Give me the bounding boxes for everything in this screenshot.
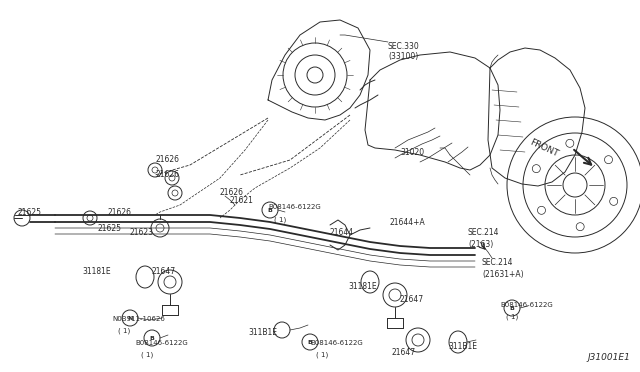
Text: 21621: 21621 — [230, 196, 254, 205]
Text: ( 1): ( 1) — [141, 352, 153, 359]
Text: 21647: 21647 — [392, 348, 416, 357]
Text: (21631+A): (21631+A) — [482, 270, 524, 279]
Text: SEC.214: SEC.214 — [468, 228, 499, 237]
Text: 21647: 21647 — [400, 295, 424, 304]
Text: 21623: 21623 — [130, 228, 154, 237]
Text: 21644: 21644 — [330, 228, 354, 237]
Text: ( 1): ( 1) — [506, 314, 518, 321]
Text: B08146-6122G: B08146-6122G — [268, 204, 321, 210]
Text: 21647: 21647 — [152, 267, 176, 276]
Text: B: B — [308, 340, 312, 344]
Text: (33100): (33100) — [388, 52, 419, 61]
Text: 21626: 21626 — [155, 170, 179, 179]
Text: B08146-6122G: B08146-6122G — [500, 302, 553, 308]
Text: 311B1E: 311B1E — [448, 342, 477, 351]
Text: B: B — [150, 336, 154, 340]
Text: N0B911-10626: N0B911-10626 — [112, 316, 165, 322]
Text: B: B — [268, 208, 273, 212]
Text: SEC.330: SEC.330 — [388, 42, 420, 51]
Text: B08146-6122G: B08146-6122G — [135, 340, 188, 346]
Text: 21644+A: 21644+A — [390, 218, 426, 227]
Text: 311B1E: 311B1E — [248, 328, 277, 337]
Text: ( 1): ( 1) — [316, 352, 328, 359]
Text: J31001E1: J31001E1 — [587, 353, 630, 362]
Text: 21625: 21625 — [98, 224, 122, 233]
Text: B: B — [509, 305, 515, 311]
Text: 21626: 21626 — [155, 155, 179, 164]
Text: (2163): (2163) — [468, 240, 493, 249]
Text: N: N — [127, 315, 132, 321]
Text: 31181E: 31181E — [348, 282, 376, 291]
Text: 21625: 21625 — [18, 208, 42, 217]
Text: 21626: 21626 — [220, 188, 244, 197]
Text: ( 1): ( 1) — [118, 328, 131, 334]
Text: 21626: 21626 — [108, 208, 132, 217]
Text: FRONT: FRONT — [528, 138, 559, 159]
Text: ( 1): ( 1) — [274, 216, 286, 222]
Text: 31181E: 31181E — [82, 267, 111, 276]
Text: B08146-6122G: B08146-6122G — [310, 340, 363, 346]
Text: SEC.214: SEC.214 — [482, 258, 513, 267]
Text: 31020: 31020 — [400, 148, 424, 157]
